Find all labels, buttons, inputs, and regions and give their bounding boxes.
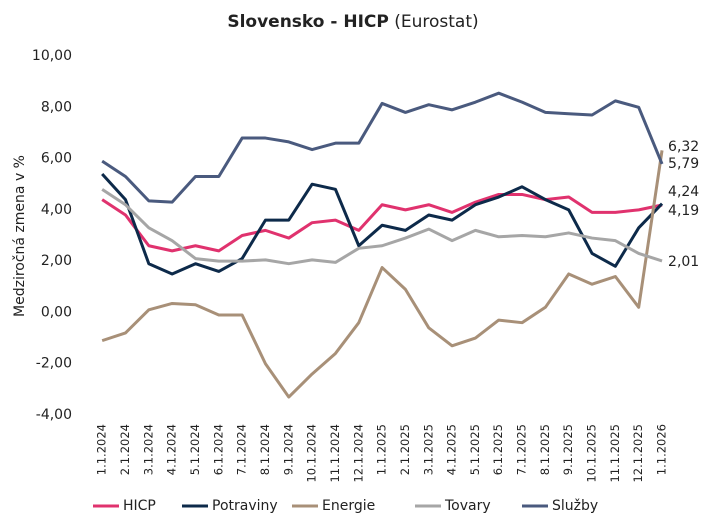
x-tick-label: 10.1.2025 [585,424,599,483]
y-tick-label: 6,00 [41,151,72,167]
x-tick-label: 2.1.2025 [398,424,412,475]
legend-label: Potraviny [212,498,278,514]
series-line [101,91,664,204]
x-tick-label: 4.1.2024 [165,424,179,475]
legend-label: Služby [552,498,598,514]
x-tick-label: 7.1.2024 [235,424,249,475]
x-tick-label: 11.1.2025 [608,424,622,483]
x-tick-label: 3.1.2024 [141,424,155,475]
x-tick-label: 9.1.2025 [561,424,575,475]
y-tick-label: 4,00 [41,202,72,218]
legend-label: Energie [322,498,375,514]
x-tick-label: 4.1.2025 [445,424,459,475]
x-tick-label: 5.1.2025 [468,424,482,475]
series-line [101,192,663,253]
y-tick-label: 0,00 [41,304,72,320]
y-tick-label: -4,00 [36,407,72,423]
y-axis-label: Medziročná zmena v % [12,155,28,317]
x-tick-label: 6.1.2024 [211,424,225,475]
title-source: (Eurostat) [394,12,478,32]
x-tick-label: 10.1.2024 [305,424,319,483]
y-tick-label: -2,00 [36,356,72,372]
legend-label: Tovary [444,498,491,514]
x-tick-label: 8.1.2024 [258,424,272,475]
y-tick-label: 2,00 [41,253,72,269]
x-tick-label: 6.1.2025 [491,424,505,475]
series-line [101,150,664,399]
chart-title: Slovensko - HICP (Eurostat) [227,12,478,32]
y-tick-label: 8,00 [41,99,72,115]
end-value-label: 5,79 [668,156,699,172]
x-tick-label: 7.1.2025 [515,424,529,475]
end-value-label: 4,24 [668,184,699,200]
x-tick-label: 12.1.2025 [631,424,645,483]
x-tick-label: 5.1.2024 [188,424,202,475]
x-tick-label: 1.1.2024 [95,424,109,475]
y-tick-label: 10,00 [32,48,72,64]
x-tick-label: 11.1.2024 [328,424,342,483]
end-value-label: 6,32 [668,139,699,155]
x-tick-label: 1.1.2025 [375,424,389,475]
x-tick-label: 3.1.2025 [421,424,435,475]
x-tick-label: 8.1.2025 [538,424,552,475]
x-tick-label: 1.1.2026 [655,424,669,475]
end-value-label: 2,01 [668,254,699,270]
x-tick-label: 12.1.2024 [351,424,365,483]
series-line [101,188,663,266]
title-main: Slovensko - HICP [227,12,389,32]
series-line [101,172,664,276]
legend-label: HICP [123,498,156,514]
end-value-label: 4,19 [668,203,699,219]
x-tick-label: 2.1.2024 [118,424,132,475]
x-tick-label: 9.1.2024 [281,424,295,475]
